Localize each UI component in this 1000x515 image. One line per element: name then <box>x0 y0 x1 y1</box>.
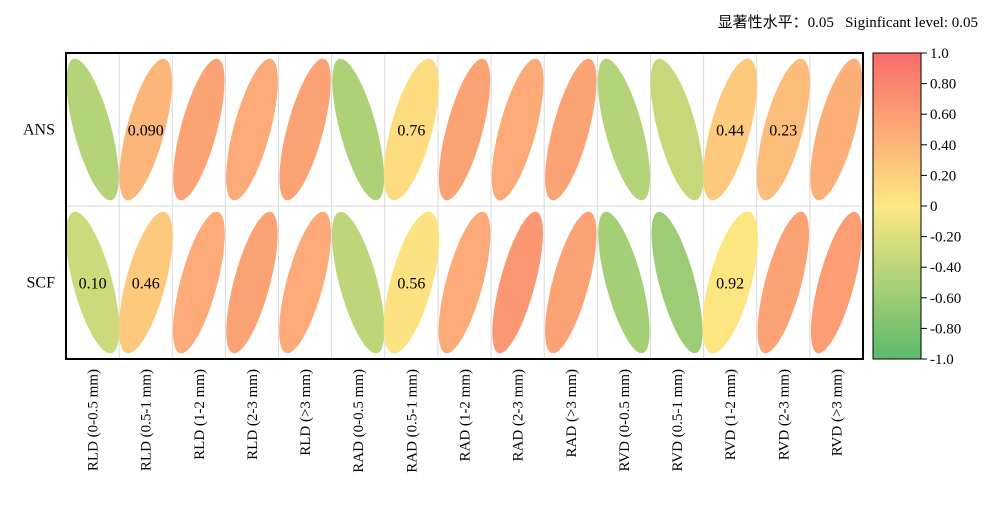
column-label: RAD (1-2 mm) <box>458 369 474 462</box>
colorbar-tick-label: 0.20 <box>930 168 956 184</box>
correlation-ellipse <box>226 58 278 201</box>
colorbar-tick-label: -1.0 <box>930 352 954 368</box>
correlation-ellipse <box>545 58 597 201</box>
column-label: RVD (>3 mm) <box>829 369 845 456</box>
correlation-ellipse <box>810 211 862 354</box>
correlation-ellipse <box>383 58 439 201</box>
correlation-ellipse <box>597 58 651 201</box>
correlation-ellipse <box>757 211 810 354</box>
correlation-ellipse <box>172 211 225 354</box>
p-value-label: 0.56 <box>397 276 425 293</box>
correlation-ellipse <box>810 58 863 201</box>
correlation-ellipse <box>598 211 650 354</box>
correlation-ellipse <box>492 211 543 354</box>
correlation-ellipse <box>703 58 758 201</box>
column-label: RLD (2-3 mm) <box>245 369 261 460</box>
row-label: ANS <box>23 122 55 139</box>
correlation-ellipse <box>279 211 332 354</box>
correlation-ellipse <box>651 211 703 354</box>
p-value-label: 0.44 <box>716 123 744 140</box>
column-label: RAD (0.5-1 mm) <box>404 369 420 473</box>
correlation-ellipse <box>702 211 759 354</box>
colorbar-tick-label: -0.20 <box>930 230 961 246</box>
column-label: RVD (0-0.5 mm) <box>617 369 633 472</box>
column-label: RAD (>3 mm) <box>564 369 580 457</box>
column-label: RVD (1-2 mm) <box>723 369 739 460</box>
correlation-ellipse <box>118 211 173 354</box>
correlation-ellipse <box>279 58 331 201</box>
column-label: RAD (2-3 mm) <box>511 369 527 462</box>
column-label: RLD (0.5-1 mm) <box>139 369 155 471</box>
colorbar-tick-label: -0.40 <box>930 260 961 276</box>
p-value-label: 0.090 <box>128 123 164 140</box>
colorbar-tick-label: 0 <box>930 199 938 215</box>
column-label: RLD (0-0.5 mm) <box>86 369 102 471</box>
correlation-ellipse <box>173 58 225 201</box>
colorbar <box>872 52 922 360</box>
correlation-ellipse <box>119 58 173 201</box>
column-label: RVD (2-3 mm) <box>776 369 792 460</box>
correlation-ellipse <box>756 58 810 201</box>
correlation-ellipse <box>491 58 544 201</box>
p-value-label: 0.23 <box>769 123 797 140</box>
column-label: RLD (1-2 mm) <box>192 369 208 460</box>
p-value-label: 0.46 <box>132 276 160 293</box>
correlation-ellipse <box>331 211 385 354</box>
p-value-label: 0.10 <box>79 276 107 293</box>
p-value-label: 0.92 <box>716 276 744 293</box>
significance-note: 显著性水平：0.05 Siginficant level: 0.05 <box>718 14 978 31</box>
correlation-ellipse <box>383 211 440 354</box>
p-value-label: 0.76 <box>397 123 425 140</box>
correlation-ellipse <box>438 211 491 354</box>
correlation-ellipse <box>66 58 119 201</box>
correlation-ellipse <box>650 58 704 201</box>
plot-frame <box>65 52 864 360</box>
colorbar-tick-label: 1.0 <box>930 46 949 62</box>
colorbar-tick-label: 0.60 <box>930 107 956 123</box>
correlation-ellipse <box>332 58 385 201</box>
colorbar-tick-label: -0.80 <box>930 321 961 337</box>
colorbar-tick-label: 0.40 <box>930 138 956 154</box>
correlation-ellipse <box>545 211 597 354</box>
column-label: RLD (>3 mm) <box>298 369 314 456</box>
correlation-ellipse <box>226 211 278 354</box>
correlation-ellipse <box>65 211 120 354</box>
row-label: SCF <box>27 275 56 292</box>
correlation-ellipse <box>438 58 491 201</box>
colorbar-tick-label: 0.80 <box>930 77 956 93</box>
colorbar-tick-label: -0.60 <box>930 291 961 307</box>
column-label: RVD (0.5-1 mm) <box>670 369 686 472</box>
column-label: RAD (0-0.5 mm) <box>351 369 367 473</box>
